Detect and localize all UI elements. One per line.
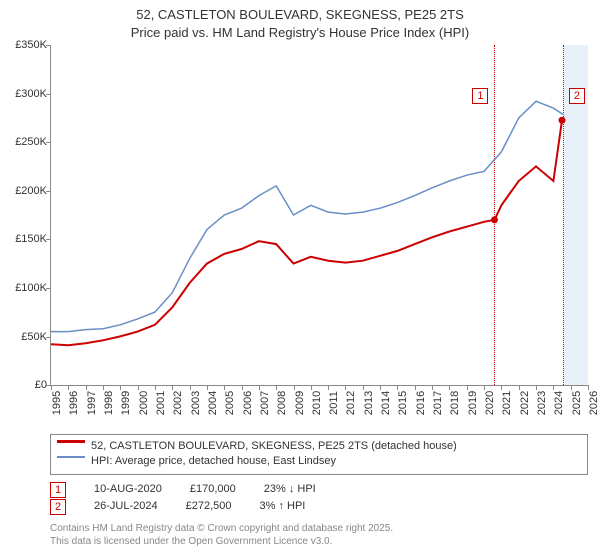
plot-region: £0£50K£100K£150K£200K£250K£300K£350K1995… [51, 45, 588, 385]
x-tick-label: 2010 [311, 391, 323, 415]
chart-marker-1: 1 [472, 88, 488, 104]
legend-label-2: HPI: Average price, detached house, East… [91, 454, 336, 469]
x-tick-label: 2012 [346, 391, 358, 415]
y-tick-label: £150K [3, 233, 47, 245]
title-line-2: Price paid vs. HM Land Registry's House … [8, 24, 592, 42]
sale-point-2 [559, 117, 566, 124]
marker-date-2: 26-JUL-2024 [94, 498, 158, 516]
y-tick-label: £50K [3, 331, 47, 343]
x-tick-label: 2026 [588, 391, 600, 415]
y-tick-label: £350K [3, 39, 47, 51]
marker-row-1: 1 10-AUG-2020 £170,000 23% ↓ HPI [50, 481, 588, 499]
x-tick-label: 2016 [415, 391, 427, 415]
x-tick-label: 2000 [138, 391, 150, 415]
legend-row-1: 52, CASTLETON BOULEVARD, SKEGNESS, PE25 … [57, 439, 581, 454]
title-line-1: 52, CASTLETON BOULEVARD, SKEGNESS, PE25 … [8, 6, 592, 24]
x-tick-label: 2011 [328, 391, 340, 415]
marker-price-1: £170,000 [190, 481, 236, 499]
chart-area: £0£50K£100K£150K£200K£250K£300K£350K1995… [50, 45, 588, 386]
x-tick-label: 1998 [103, 391, 115, 415]
x-tick-label: 1999 [121, 391, 133, 415]
marker-delta-1: 23% ↓ HPI [264, 481, 316, 499]
x-tick-label: 2005 [224, 391, 236, 415]
legend-row-2: HPI: Average price, detached house, East… [57, 454, 581, 469]
legend-label-1: 52, CASTLETON BOULEVARD, SKEGNESS, PE25 … [91, 439, 457, 454]
x-tick-label: 2003 [190, 391, 202, 415]
x-tick-label: 2024 [554, 391, 566, 415]
series-hpi [51, 101, 564, 331]
x-tick-label: 2006 [242, 391, 254, 415]
x-tick-label: 2023 [536, 391, 548, 415]
credit-block: Contains HM Land Registry data © Crown c… [50, 522, 592, 548]
x-tick-label: 2020 [484, 391, 496, 415]
x-tick-label: 1997 [86, 391, 98, 415]
x-tick-label: 2017 [432, 391, 444, 415]
marker-delta-2: 3% ↑ HPI [259, 498, 305, 516]
credit-line-2: This data is licensed under the Open Gov… [50, 535, 592, 548]
x-tick-label: 2002 [172, 391, 184, 415]
marker-price-2: £272,500 [186, 498, 232, 516]
x-tick-label: 2008 [276, 391, 288, 415]
x-tick-label: 2015 [398, 391, 410, 415]
y-tick-label: £250K [3, 136, 47, 148]
x-tick-label: 2001 [155, 391, 167, 415]
x-tick-label: 2018 [450, 391, 462, 415]
x-tick-label: 2022 [519, 391, 531, 415]
x-tick-label: 2009 [294, 391, 306, 415]
y-tick-label: £300K [3, 88, 47, 100]
x-tick-label: 2019 [467, 391, 479, 415]
y-tick-label: £100K [3, 282, 47, 294]
series-price_paid [51, 120, 562, 345]
x-tick-label: 2004 [207, 391, 219, 415]
legend-swatch-2 [57, 456, 85, 468]
x-tick-label: 2021 [502, 391, 514, 415]
marker-date-1: 10-AUG-2020 [94, 481, 162, 499]
marker-key-2: 2 [50, 499, 66, 515]
marker-key-1: 1 [50, 482, 66, 498]
legend-swatch-1 [57, 440, 85, 453]
y-tick-label: £200K [3, 185, 47, 197]
title-block: 52, CASTLETON BOULEVARD, SKEGNESS, PE25 … [8, 6, 592, 41]
x-tick-label: 2007 [259, 391, 271, 415]
markers-listing: 1 10-AUG-2020 £170,000 23% ↓ HPI 2 26-JU… [50, 481, 588, 516]
x-tick-label: 1996 [69, 391, 81, 415]
y-tick-label: £0 [3, 379, 47, 391]
sale-point-1 [491, 216, 498, 223]
legend-box: 52, CASTLETON BOULEVARD, SKEGNESS, PE25 … [50, 434, 588, 475]
x-tick-label: 2025 [571, 391, 583, 415]
x-tick-label: 1995 [51, 391, 63, 415]
x-tick-label: 2014 [380, 391, 392, 415]
chart-container: 52, CASTLETON BOULEVARD, SKEGNESS, PE25 … [0, 0, 600, 560]
x-tick-label: 2013 [363, 391, 375, 415]
credit-line-1: Contains HM Land Registry data © Crown c… [50, 522, 592, 535]
chart-marker-2: 2 [569, 88, 585, 104]
marker-row-2: 2 26-JUL-2024 £272,500 3% ↑ HPI [50, 498, 588, 516]
